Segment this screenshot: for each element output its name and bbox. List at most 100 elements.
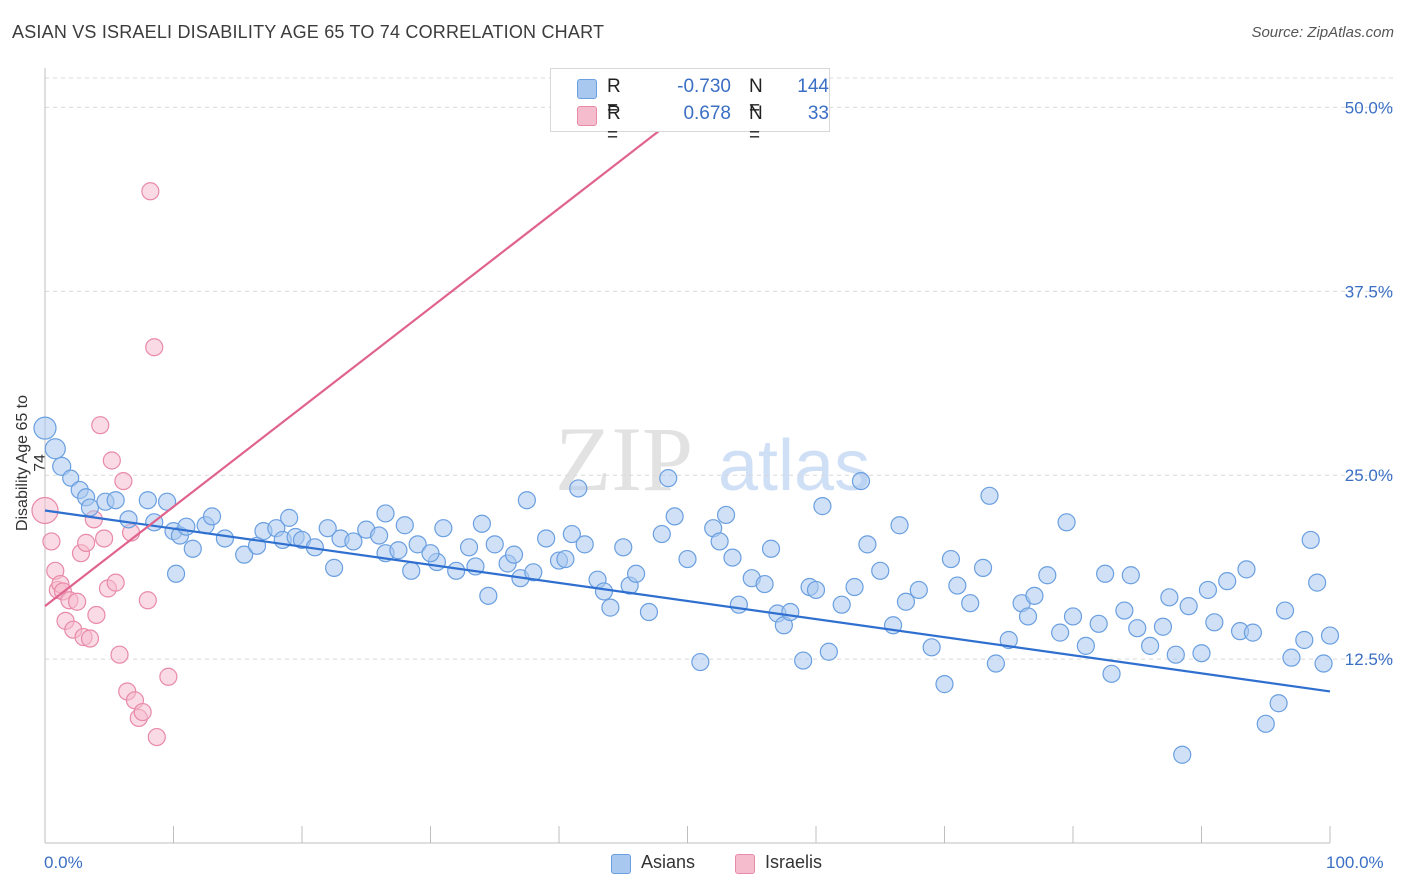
asian-point	[890, 516, 909, 535]
asian-point	[472, 514, 491, 533]
asian-point	[961, 594, 980, 613]
x-tick-label-max: 100.0%	[1326, 853, 1384, 872]
israeli-point	[145, 338, 164, 357]
watermark-atlas: atlas	[718, 426, 870, 506]
asian-point	[1121, 566, 1140, 585]
israeli-point	[77, 533, 96, 552]
asians-legend-label: Asians	[641, 852, 696, 872]
asian-point	[447, 561, 466, 580]
legend-n-label: N =	[749, 103, 763, 146]
asian-point	[845, 577, 864, 597]
asian-point	[755, 574, 774, 594]
asian-point	[389, 541, 408, 560]
asian-point	[183, 539, 202, 558]
asian-point	[80, 498, 100, 517]
asian-point	[626, 564, 646, 583]
asian-point	[408, 535, 427, 554]
asian-point	[1198, 580, 1218, 600]
asian-point	[1160, 588, 1179, 607]
asian-point	[922, 638, 941, 657]
y-tick-label: 37.5%	[1345, 282, 1393, 301]
asian-point	[935, 675, 954, 694]
asian-point	[601, 598, 620, 617]
israeli-point	[147, 727, 166, 747]
israeli-point	[68, 592, 87, 611]
asian-point	[819, 642, 838, 661]
x-tick-label-min: 0.0%	[44, 853, 83, 872]
asian-point	[459, 538, 479, 557]
asian-point	[973, 558, 993, 577]
asian-point	[138, 491, 157, 510]
asian-point	[235, 545, 254, 564]
asians-swatch	[577, 79, 597, 99]
asian-point	[395, 516, 414, 535]
asian-point	[119, 510, 138, 529]
asian-point	[716, 505, 736, 525]
watermark: ZIP atlas	[555, 408, 870, 510]
israelis-legend-label: Israelis	[765, 852, 823, 872]
asian-point	[594, 582, 614, 601]
asian-point	[537, 529, 556, 548]
asian-point	[157, 492, 177, 511]
asian-point	[318, 519, 337, 538]
asian-point	[1275, 601, 1295, 620]
asian-point	[1205, 613, 1224, 632]
asian-point	[1320, 626, 1340, 645]
israeli-point	[110, 645, 129, 664]
israeli-point	[159, 667, 178, 686]
asians-legend-swatch	[611, 854, 631, 874]
asian-point	[1243, 623, 1263, 642]
asians-points	[33, 416, 1340, 764]
asians-trend-line	[44, 509, 1331, 693]
trend-lines	[44, 108, 1331, 693]
asian-point	[941, 549, 961, 569]
y-tick-label: 12.5%	[1345, 650, 1393, 669]
legend-r-label: R =	[607, 103, 621, 146]
legend-n-value: 33	[807, 103, 829, 124]
asian-point	[710, 532, 729, 551]
asian-point	[1301, 530, 1320, 550]
y-tick-labels: 12.5% 25.0% 37.5% 50.0%	[1345, 98, 1393, 669]
asian-point	[729, 595, 749, 614]
asian-point	[858, 535, 877, 554]
y-tick-label: 25.0%	[1345, 466, 1393, 485]
chart-title: ASIAN VS ISRAELI DISABILITY AGE 65 TO 74…	[12, 22, 605, 42]
israeli-point	[141, 182, 160, 201]
asian-point	[1089, 614, 1108, 633]
asian-point	[1179, 597, 1198, 616]
axes	[44, 68, 1331, 844]
asian-point	[504, 545, 524, 564]
asian-point	[806, 580, 826, 600]
legend-n-label: N =	[749, 76, 763, 119]
asian-point	[761, 539, 781, 558]
asian-point	[1308, 573, 1327, 592]
asian-point	[556, 549, 575, 569]
asian-point	[33, 416, 57, 440]
asian-point	[1102, 664, 1121, 683]
asian-point	[479, 586, 498, 605]
israeli-point	[80, 629, 100, 648]
israeli-point	[95, 529, 114, 548]
asian-point	[794, 651, 813, 670]
asian-point	[1237, 560, 1256, 579]
asian-point	[1115, 601, 1134, 620]
asian-point	[948, 576, 967, 595]
asian-point	[614, 538, 633, 557]
asian-point	[202, 507, 222, 526]
asian-point	[1295, 630, 1314, 650]
israeli-point	[114, 471, 133, 491]
asian-point	[1256, 714, 1275, 733]
asian-point	[562, 524, 581, 544]
israelis-trend-line	[44, 108, 689, 608]
asian-point	[1128, 619, 1147, 638]
asian-point	[639, 602, 659, 622]
grid	[45, 77, 1393, 660]
asian-point	[517, 491, 536, 510]
asian-point	[986, 654, 1006, 673]
asian-point	[370, 526, 389, 545]
asian-point	[1018, 607, 1038, 626]
asian-point	[44, 438, 66, 460]
asian-point	[1166, 645, 1185, 664]
israeli-point	[91, 416, 110, 435]
